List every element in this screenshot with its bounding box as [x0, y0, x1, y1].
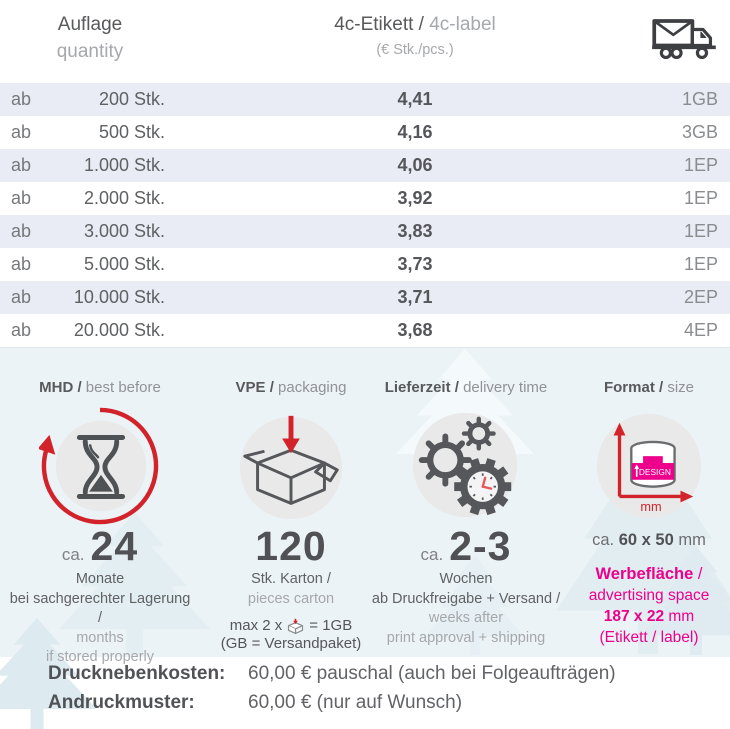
mhd-line-en2: if stored properly [46, 649, 154, 665]
info-column-mhd: MHD / best before [8, 347, 192, 665]
vpe-title-en: packaging [273, 379, 347, 396]
vpe-line-en: pieces carton [247, 590, 335, 607]
info-column-vpe: VPE / packaging 120 [196, 347, 386, 656]
mhd-ca: ca. [61, 545, 85, 564]
vpe-note-2: (GB = Versandpaket) [220, 634, 362, 652]
vpe-title-de: VPE / [235, 379, 274, 396]
ad-note: (Etikett / label) [599, 629, 699, 646]
delivery-title-de: Lieferzeit / [384, 379, 459, 396]
table-row: ab 10.000 Stk. 3,71 2EP [0, 281, 730, 314]
drucknebenkosten-value: 60,00 € pauschal (auch bei Folgeaufträge… [248, 663, 616, 684]
mail-truck-icon [650, 13, 720, 68]
row-prefix: ab [11, 320, 32, 340]
row-quantity: 5.000 Stk. [83, 254, 165, 274]
mhd-line-en1: months [76, 629, 124, 646]
andruckmuster-value: 60,00 € (nur auf Wunsch) [248, 692, 463, 713]
table-row: ab 2.000 Stk. 3,92 1EP [0, 182, 730, 215]
mhd-line-de2: bei sachgerechter Lagerung / [9, 590, 191, 627]
row-prefix: ab [11, 155, 32, 175]
row-code: 1EP [683, 155, 718, 175]
gears-clock-icon [370, 407, 562, 525]
andruckmuster-label: Andruckmuster: [48, 692, 195, 713]
row-code: 1EP [683, 221, 718, 241]
advertising-space-block: Werbefläche / advertising space 187 x 22… [574, 564, 724, 648]
header-4c-label: 4c-label [423, 14, 496, 35]
row-prefix: ab [11, 221, 32, 241]
row-quantity: 3.000 Stk. [83, 221, 165, 241]
mhd-line-de1: Monate [75, 571, 125, 587]
row-price: 4,41 [397, 89, 433, 109]
ad-size-value: 187 x 22 [603, 608, 665, 625]
row-price: 3,71 [397, 287, 433, 307]
format-title-en: size [663, 379, 695, 396]
row-code: 3GB [681, 122, 718, 142]
row-code: 1GB [681, 89, 718, 109]
table-row: ab 5.000 Stk. 3,73 1EP [0, 248, 730, 281]
row-prefix: ab [11, 122, 32, 142]
info-column-format: Format / size mm DESIGN [574, 347, 724, 656]
header-quantity: quantity [56, 41, 124, 62]
delivery-weeks-number: 2-3 [449, 523, 512, 569]
mhd-title-de: MHD / [39, 379, 82, 396]
price-table: ab 200 Stk. 4,41 1GB ab 500 Stk. 4,16 3G… [0, 83, 730, 347]
delivery-line-de1: Wochen [439, 571, 493, 587]
drucknebenkosten-label: Drucknebenkosten: [48, 663, 226, 684]
row-prefix: ab [11, 254, 32, 274]
delivery-line-en2: print approval + shipping [386, 629, 546, 646]
row-code: 4EP [683, 320, 718, 340]
delivery-ca: ca. [420, 545, 444, 564]
row-price: 3,68 [397, 320, 433, 340]
format-size-line: ca. 60 x 50 mm [592, 531, 706, 549]
table-row: ab 20.000 Stk. 3,68 4EP [0, 314, 730, 347]
row-prefix: ab [11, 188, 32, 208]
info-column-delivery: Lieferzeit / delivery time [370, 347, 562, 656]
table-row: ab 500 Stk. 4,16 3GB [0, 116, 730, 149]
row-code: 1EP [683, 254, 718, 274]
row-price: 4,16 [397, 122, 433, 142]
row-price: 3,73 [397, 254, 433, 274]
mhd-months-number: 24 [90, 523, 139, 569]
can-dimensions-icon: mm DESIGN [574, 407, 724, 525]
table-row: ab 200 Stk. 4,41 1GB [0, 83, 730, 116]
column-header-quantity: Auflage quantity [20, 11, 160, 65]
vpe-note-suffix: = 1GB [309, 617, 353, 635]
row-quantity: 10.000 Stk. [73, 287, 165, 307]
footer-costs: Drucknebenkosten: 60,00 € pauschal (auch… [0, 659, 730, 717]
row-quantity: 20.000 Stk. [73, 320, 165, 340]
header-auflage: Auflage [57, 14, 123, 35]
vpe-line-de: Stk. Karton / [251, 571, 331, 587]
mhd-title-en: best before [81, 379, 161, 396]
row-price: 3,92 [397, 188, 433, 208]
row-quantity: 500 Stk. [98, 122, 165, 142]
delivery-line-de2: ab Druckfreigabe + Versand / [371, 590, 561, 607]
design-label: DESIGN [639, 467, 671, 477]
mm-axis-label: mm [640, 499, 661, 514]
row-quantity: 200 Stk. [98, 89, 165, 109]
hourglass-refresh-icon [8, 407, 192, 525]
advertising-space-label: advertising space [588, 587, 710, 604]
header-4c-etikett: 4c-Etikett / [334, 14, 424, 35]
column-header-price: 4c-Etikett / 4c-label (€ Stk./pcs.) [240, 14, 590, 58]
table-row: ab 3.000 Stk. 3,83 1EP [0, 215, 730, 248]
row-quantity: 2.000 Stk. [83, 188, 165, 208]
row-code: 2EP [683, 287, 718, 307]
mini-box-icon [286, 617, 305, 635]
header-price-unit: (€ Stk./pcs.) [376, 42, 454, 58]
vpe-pieces-number: 120 [255, 523, 327, 569]
open-box-icon [196, 407, 386, 525]
delivery-title-en: delivery time [458, 379, 548, 396]
werbeflaeche-label: Werbefläche [595, 565, 694, 583]
row-quantity: 1.000 Stk. [83, 155, 165, 175]
table-row: ab 1.000 Stk. 4,06 1EP [0, 149, 730, 182]
row-prefix: ab [11, 89, 32, 109]
row-prefix: ab [11, 287, 32, 307]
vpe-note-prefix: max 2 x [229, 617, 283, 635]
row-price: 4,06 [397, 155, 433, 175]
format-title-de: Format / [603, 379, 664, 396]
row-code: 1EP [683, 188, 718, 208]
delivery-line-en1: weeks after [428, 610, 504, 626]
row-price: 3,83 [397, 221, 433, 241]
